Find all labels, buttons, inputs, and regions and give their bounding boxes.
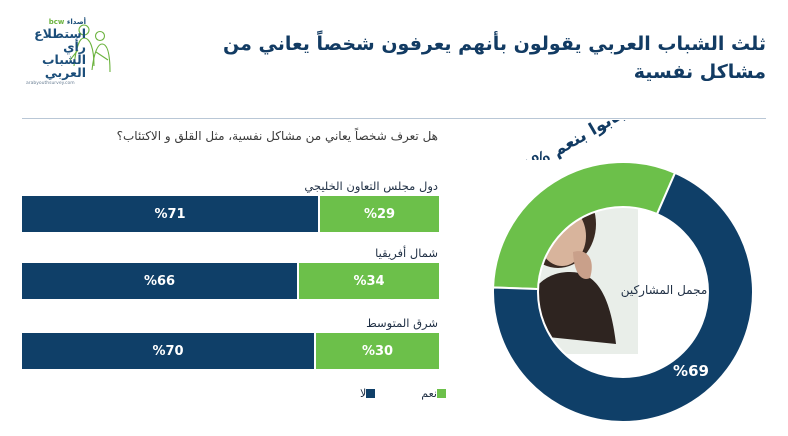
legend-label-yes: نعم: [421, 387, 437, 400]
bar-row: %70 %30: [22, 333, 439, 369]
donut-chart: مجمل المشاركين %69: [492, 161, 754, 423]
bar-row: %66 %34: [22, 263, 439, 299]
bar-category-label: شرق المتوسط: [366, 316, 438, 330]
header-divider: [22, 118, 766, 119]
survey-question: هل تعرف شخصاً يعاني من مشاكل نفسية، مثل …: [116, 129, 438, 143]
legend-swatch-no: [366, 389, 376, 398]
logo-name-line2: رأي الشباب: [41, 39, 86, 67]
logo-url: arabyouthsurvey.com: [26, 81, 75, 86]
donut-center-label: مجمل المشاركين: [621, 283, 708, 298]
bar-segment-no: %66: [22, 263, 297, 299]
legend-swatch-yes: [436, 389, 446, 398]
donut-headline-wrap: 31% أجابوا بنعم: [508, 120, 637, 160]
bar-category-label: شمال أفريقيا: [375, 246, 438, 260]
legend-label-no: لا: [360, 387, 367, 400]
bar-category-label: دول مجلس التعاون الخليجي: [304, 179, 438, 193]
logo-sponsor: bcw: [48, 18, 65, 26]
legend-item-no: لا: [360, 387, 381, 400]
bar-segment-no: %71: [22, 196, 318, 232]
logo-sponsor-prefix: أصداء: [66, 18, 86, 26]
logo-wordmark: أصداء bcw استطلاع رأي الشباب العربي arab…: [26, 18, 86, 87]
bar-segment-no: %70: [22, 333, 314, 369]
logo-figures-graphic: [69, 24, 111, 73]
logo-name-line1: استطلاع: [34, 26, 86, 41]
page-title: ثلث الشباب العربي يقولون بأنهم يعرفون شخ…: [223, 33, 766, 83]
chart-legend: نعم لا: [360, 387, 492, 400]
legend-item-yes: نعم: [421, 387, 452, 400]
bar-segment-yes: %29: [320, 196, 439, 232]
bar-segment-yes: %34: [299, 263, 439, 299]
donut-headline: 31% أجابوا بنعم: [508, 120, 637, 160]
bar-row: %71 %29: [22, 196, 439, 232]
donut-slice-label-no: %69: [673, 362, 709, 380]
logo-name-line3: العربي: [44, 65, 86, 80]
bar-segment-yes: %30: [316, 333, 439, 369]
